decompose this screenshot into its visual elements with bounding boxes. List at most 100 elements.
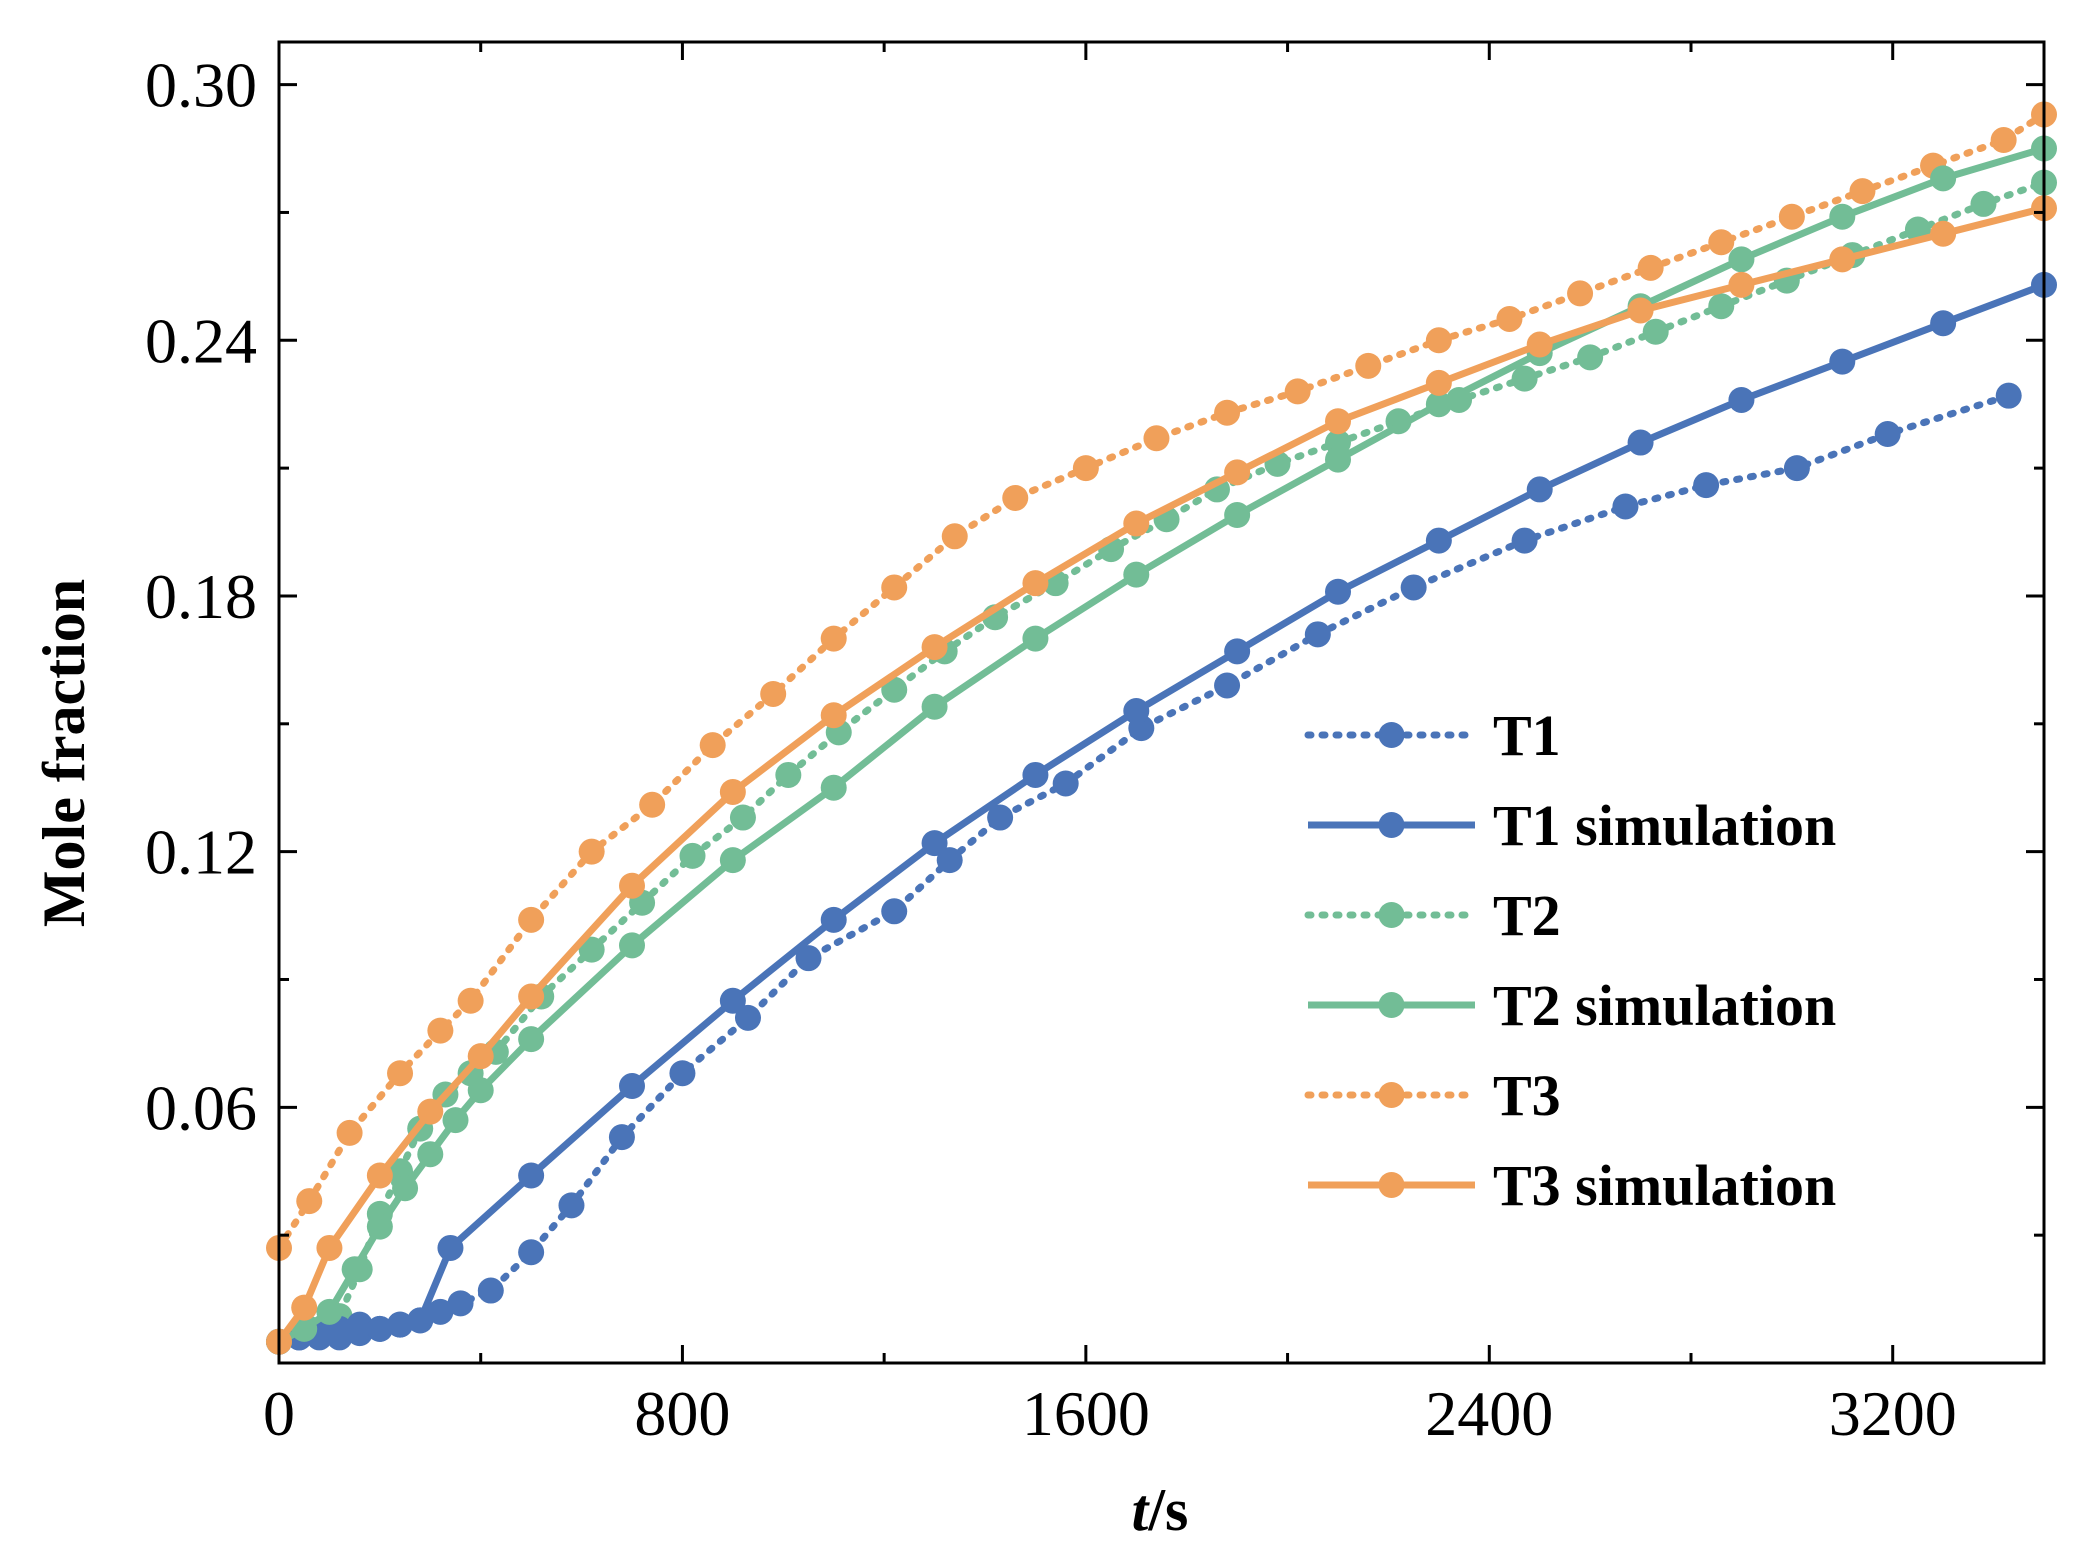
data-point	[1783, 455, 1810, 482]
data-point	[1728, 246, 1755, 273]
data-point	[619, 932, 645, 959]
data-point	[734, 1004, 761, 1031]
x-tick-label: 1600	[1022, 1378, 1150, 1449]
data-point	[1425, 327, 1452, 354]
data-point	[1224, 638, 1251, 665]
data-point	[1022, 570, 1049, 597]
data-point	[1778, 203, 1805, 230]
data-point	[921, 830, 948, 857]
data-point	[427, 1017, 454, 1044]
data-point	[1526, 331, 1553, 358]
data-point	[1728, 386, 1755, 413]
data-point	[1728, 271, 1755, 298]
data-point	[1627, 429, 1654, 456]
data-point	[417, 1141, 444, 1168]
data-point	[987, 804, 1014, 831]
data-point	[1214, 399, 1241, 426]
data-point	[427, 1298, 454, 1325]
y-tick-label: 0.06	[145, 1072, 257, 1143]
legend-label: T3	[1493, 1063, 1561, 1128]
data-point	[1693, 472, 1720, 499]
data-point	[1224, 459, 1251, 486]
legend-marker	[1378, 812, 1405, 838]
series-t3	[266, 101, 2057, 1261]
data-point	[387, 1311, 414, 1338]
data-point	[1627, 297, 1654, 324]
data-point	[407, 1307, 434, 1334]
y-axis-title: Mole fraction	[31, 579, 97, 927]
data-point	[518, 1162, 545, 1189]
data-point	[619, 1073, 645, 1100]
data-point	[1970, 190, 1997, 217]
data-point	[346, 1311, 373, 1338]
data-point	[775, 761, 802, 788]
data-point	[366, 1315, 393, 1342]
data-point	[477, 1277, 504, 1304]
data-point	[1284, 378, 1311, 405]
legend-marker	[1378, 1082, 1405, 1108]
data-point	[679, 842, 706, 869]
data-point	[366, 1213, 393, 1240]
data-point	[1849, 178, 1876, 205]
legend-label: T1 simulation	[1493, 793, 1836, 858]
data-point	[941, 523, 968, 550]
data-point	[669, 1060, 696, 1087]
data-point	[1874, 421, 1901, 448]
y-tick-label: 0.12	[145, 817, 257, 888]
data-point	[1143, 425, 1170, 452]
data-point	[1930, 165, 1957, 192]
data-point	[1355, 352, 1382, 379]
y-tick-label: 0.24	[145, 305, 257, 376]
x-axis-title-variable: t	[1132, 1477, 1151, 1543]
data-point	[719, 847, 746, 874]
x-tick-label: 800	[634, 1378, 730, 1449]
data-point	[1325, 578, 1351, 605]
data-point	[820, 625, 847, 652]
data-point	[518, 983, 545, 1010]
data-point	[760, 680, 787, 707]
data-point	[447, 1290, 474, 1317]
data-point	[881, 574, 908, 601]
data-point	[518, 1026, 545, 1053]
data-point	[619, 872, 645, 899]
data-point	[820, 774, 847, 801]
data-point	[1637, 254, 1664, 281]
data-point	[1829, 348, 1856, 375]
data-point	[1425, 391, 1452, 418]
legend-marker	[1378, 722, 1405, 748]
data-point	[1022, 625, 1049, 652]
data-point	[341, 1256, 368, 1283]
data-point	[1930, 220, 1957, 247]
data-point	[578, 936, 605, 963]
data-point	[608, 1124, 635, 1151]
x-axis-title-unit: /s	[1147, 1477, 1188, 1543]
data-point	[1511, 365, 1538, 392]
data-point	[1002, 484, 1029, 511]
data-point	[1567, 280, 1594, 307]
data-point	[1052, 770, 1079, 797]
data-point	[1829, 246, 1856, 273]
x-axis-title: t/s	[1132, 1477, 1189, 1543]
data-point	[467, 1043, 494, 1070]
data-point	[558, 1192, 585, 1219]
data-point	[467, 1077, 494, 1104]
data-point	[336, 1119, 363, 1146]
data-point	[1425, 527, 1452, 554]
data-point	[1304, 621, 1331, 648]
legend-entry: T1	[1304, 703, 1561, 768]
data-point	[392, 1175, 419, 1202]
data-point	[1400, 574, 1427, 601]
legend-marker	[1378, 992, 1405, 1018]
y-tick-label: 0.30	[145, 50, 257, 121]
data-point	[1829, 203, 1856, 230]
legend-label: T3 simulation	[1493, 1153, 1836, 1218]
data-point	[518, 906, 545, 933]
data-point	[1642, 318, 1669, 345]
legend-entry: T3 simulation	[1308, 1153, 1836, 1218]
data-point	[881, 898, 908, 925]
data-point	[1577, 344, 1604, 371]
tick-layer: 0 800 1600 2400 3200 0.06 0.12 0.18 0.24 0.30	[145, 42, 2044, 1449]
x-tick-label: 3200	[1829, 1378, 1957, 1449]
data-point	[1123, 561, 1150, 588]
data-point	[1708, 229, 1735, 256]
